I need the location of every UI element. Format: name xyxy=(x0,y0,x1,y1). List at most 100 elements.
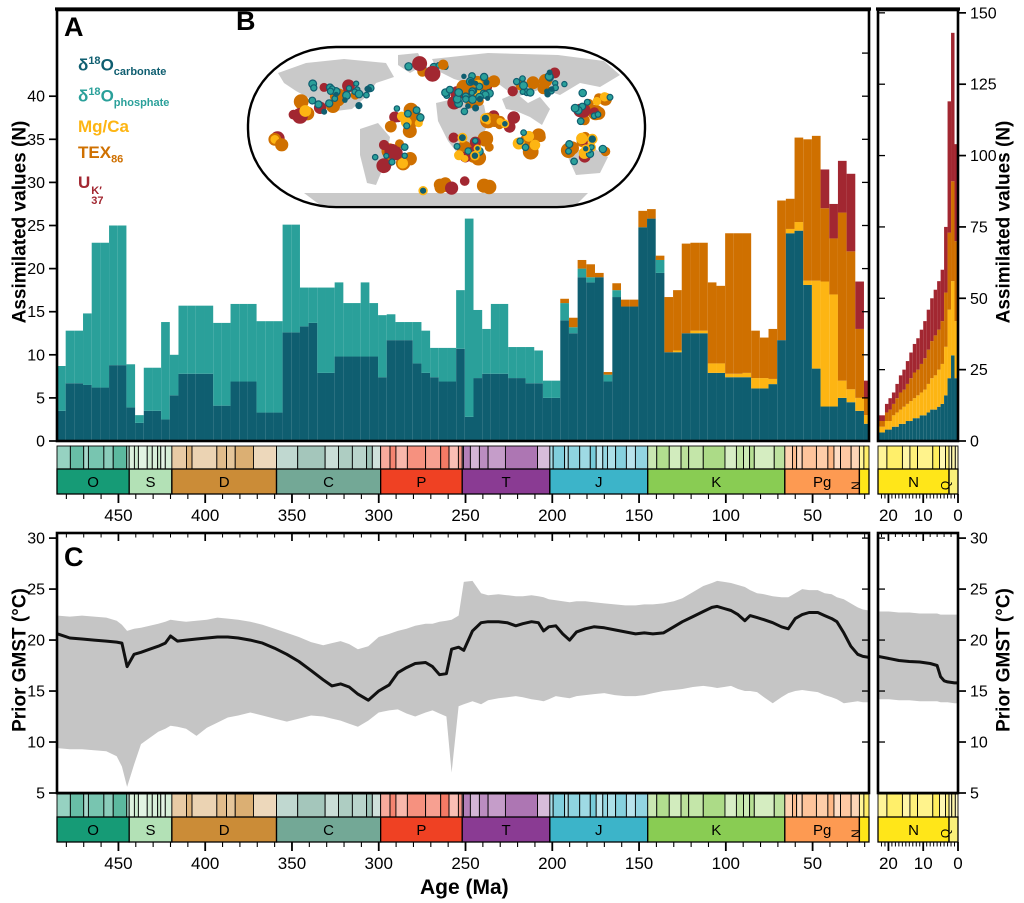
svg-text:P: P xyxy=(416,474,426,491)
timescale-c-main: O S D C P T J K Pg N xyxy=(56,793,870,843)
svg-text:D: D xyxy=(219,822,230,839)
svg-text:75: 75 xyxy=(970,219,988,236)
svg-text:200: 200 xyxy=(538,506,566,525)
y-axis-label-c-right: Prior GMST (°C) xyxy=(993,588,1015,732)
svg-text:0: 0 xyxy=(953,854,962,873)
svg-text:30: 30 xyxy=(970,531,988,548)
svg-text:350: 350 xyxy=(278,854,306,873)
svg-text:15: 15 xyxy=(27,304,45,321)
svg-text:5: 5 xyxy=(36,786,45,803)
legend-item: Mg/Ca xyxy=(78,117,129,137)
svg-text:300: 300 xyxy=(365,854,393,873)
svg-text:15: 15 xyxy=(970,684,988,701)
svg-text:20: 20 xyxy=(27,261,45,278)
svg-text:450: 450 xyxy=(104,854,132,873)
x-axis-a: 450 400 350 300 250 200 150 100 50 20 10 0 xyxy=(65,494,963,525)
svg-text:0: 0 xyxy=(953,506,962,525)
svg-text:30: 30 xyxy=(27,531,45,548)
svg-text:N: N xyxy=(849,481,863,490)
svg-text:Pg: Pg xyxy=(813,474,831,491)
y-axis-label-a-right: Assimilated values (N) xyxy=(993,120,1015,324)
svg-text:O: O xyxy=(87,474,99,491)
svg-text:O: O xyxy=(87,822,99,839)
svg-text:Q: Q xyxy=(939,481,953,490)
svg-text:P: P xyxy=(416,822,426,839)
svg-text:35: 35 xyxy=(27,132,45,149)
svg-text:J: J xyxy=(595,474,603,491)
svg-text:D: D xyxy=(219,474,230,491)
svg-text:100: 100 xyxy=(712,854,740,873)
svg-text:150: 150 xyxy=(625,506,653,525)
svg-text:25: 25 xyxy=(27,582,45,599)
svg-text:20: 20 xyxy=(970,633,988,650)
svg-text:S: S xyxy=(146,822,156,839)
svg-text:5: 5 xyxy=(970,786,979,803)
svg-text:25: 25 xyxy=(970,582,988,599)
svg-text:20: 20 xyxy=(27,633,45,650)
y-axis-a: 0 5 10 15 20 25 30 35 40 0 25 50 75 100 125 150 xyxy=(27,5,997,450)
panel-a-label: A xyxy=(64,12,84,42)
svg-text:50: 50 xyxy=(803,506,822,525)
timescale-a-main: O S D C P T J K Pg N xyxy=(56,445,870,495)
svg-text:100: 100 xyxy=(970,148,997,165)
panel-b-label: B xyxy=(236,6,256,36)
svg-text:30: 30 xyxy=(27,175,45,192)
panel-c-inset-series xyxy=(878,611,958,704)
svg-text:350: 350 xyxy=(278,506,306,525)
svg-text:Pg: Pg xyxy=(813,822,831,839)
svg-text:5: 5 xyxy=(36,390,45,407)
svg-text:25: 25 xyxy=(27,218,45,235)
svg-text:200: 200 xyxy=(538,854,566,873)
svg-text:T: T xyxy=(501,822,510,839)
svg-text:10: 10 xyxy=(914,506,933,525)
svg-text:250: 250 xyxy=(451,506,479,525)
svg-text:J: J xyxy=(595,822,603,839)
svg-text:150: 150 xyxy=(625,854,653,873)
svg-text:100: 100 xyxy=(712,506,740,525)
svg-text:N: N xyxy=(908,822,919,839)
legend: δ18Ocarbonate δ18Ophosphate Mg/Ca TEX86 U K′ 3… xyxy=(78,56,169,215)
svg-text:K: K xyxy=(711,474,721,491)
svg-text:10: 10 xyxy=(914,854,933,873)
svg-text:10: 10 xyxy=(970,735,988,752)
svg-text:0: 0 xyxy=(36,434,45,451)
svg-text:20: 20 xyxy=(879,854,898,873)
legend-item: δ18Ocarbonate xyxy=(78,55,167,79)
y-axis-label-c-left: Prior GMST (°C) xyxy=(9,588,31,732)
svg-text:400: 400 xyxy=(191,854,219,873)
svg-text:K: K xyxy=(711,822,721,839)
svg-text:150: 150 xyxy=(970,5,997,22)
svg-text:C: C xyxy=(323,474,334,491)
svg-text:10: 10 xyxy=(27,735,45,752)
svg-text:S: S xyxy=(146,474,156,491)
svg-text:N: N xyxy=(849,829,863,838)
svg-text:125: 125 xyxy=(970,77,997,94)
svg-text:50: 50 xyxy=(970,291,988,308)
panel-borders xyxy=(55,7,960,795)
x-axis-label: Age (Ma) xyxy=(420,876,509,899)
svg-text:N: N xyxy=(908,474,919,491)
svg-text:250: 250 xyxy=(451,854,479,873)
svg-text:300: 300 xyxy=(365,506,393,525)
world-map xyxy=(246,45,647,209)
svg-text:40: 40 xyxy=(27,89,45,106)
svg-text:15: 15 xyxy=(27,684,45,701)
svg-text:T: T xyxy=(501,474,510,491)
svg-text:400: 400 xyxy=(191,506,219,525)
svg-text:20: 20 xyxy=(879,506,898,525)
legend-item: TEX86 xyxy=(78,143,124,166)
svg-text:25: 25 xyxy=(970,362,988,379)
svg-text:0: 0 xyxy=(970,434,979,451)
svg-text:C: C xyxy=(323,822,334,839)
x-axis-c: 450 400 350 300 250 200 150 100 50 20 10 0 xyxy=(65,842,963,873)
legend-item: U K′ 37 xyxy=(78,173,104,207)
svg-text:50: 50 xyxy=(803,854,822,873)
stacked-script: K′ 37 xyxy=(91,185,104,207)
panel-a-bars xyxy=(57,135,869,441)
map-proxy-sites xyxy=(268,56,614,196)
panel-c-series xyxy=(57,580,869,787)
panel-a-inset-bars xyxy=(878,32,958,441)
